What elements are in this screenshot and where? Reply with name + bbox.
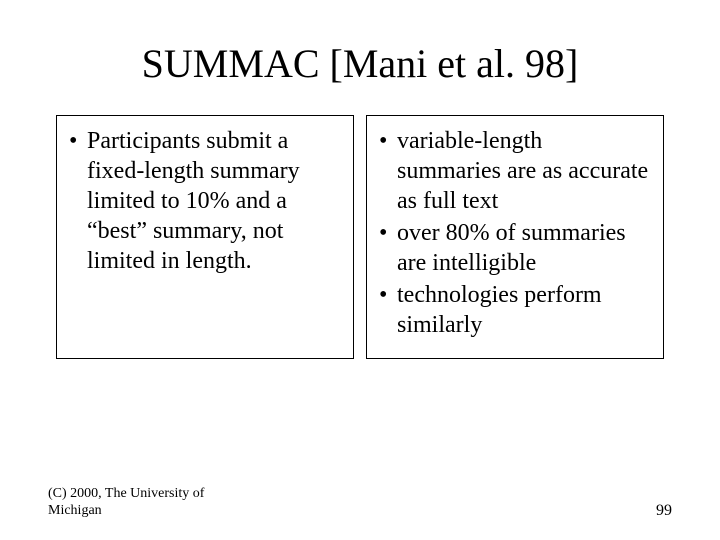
right-bullet-list: • variable-length summaries are as accur… [379,126,651,340]
slide-footer: (C) 2000, The University of Michigan 99 [48,486,672,520]
columns-container: • Participants submit a fixed-length sum… [48,115,672,359]
list-item: • technologies perform similarly [379,280,651,340]
footer-copyright: (C) 2000, The University of Michigan [48,486,248,520]
list-item: • variable-length summaries are as accur… [379,126,651,216]
slide-title: SUMMAC [Mani et al. 98] [48,40,672,87]
bullet-text: over 80% of summaries are intelligible [397,218,651,278]
bullet-text: technologies perform similarly [397,280,651,340]
right-column: • variable-length summaries are as accur… [366,115,664,359]
bullet-text: variable-length summaries are as accurat… [397,126,651,216]
left-column: • Participants submit a fixed-length sum… [56,115,354,359]
bullet-icon: • [379,280,397,340]
slide: SUMMAC [Mani et al. 98] • Participants s… [0,0,720,540]
list-item: • Participants submit a fixed-length sum… [69,126,341,276]
footer-page-number: 99 [656,502,672,520]
bullet-icon: • [379,126,397,216]
left-bullet-list: • Participants submit a fixed-length sum… [69,126,341,276]
bullet-icon: • [379,218,397,278]
list-item: • over 80% of summaries are intelligible [379,218,651,278]
bullet-text: Participants submit a fixed-length summa… [87,126,341,276]
bullet-icon: • [69,126,87,276]
